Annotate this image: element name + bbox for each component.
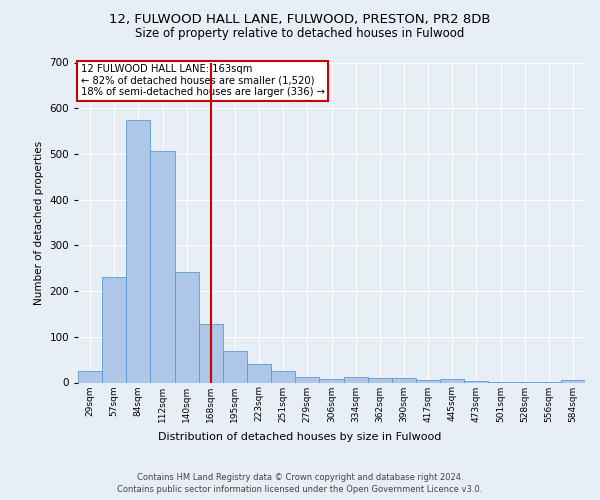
Bar — [175, 272, 199, 382]
Bar — [319, 379, 344, 382]
Bar — [344, 378, 368, 382]
Bar — [464, 381, 488, 382]
Bar — [392, 378, 416, 382]
Bar — [78, 371, 102, 382]
Text: Size of property relative to detached houses in Fulwood: Size of property relative to detached ho… — [136, 28, 464, 40]
Bar — [247, 364, 271, 382]
Bar — [295, 376, 319, 382]
Bar — [561, 380, 585, 382]
Bar — [223, 350, 247, 382]
Bar — [368, 378, 392, 382]
Bar — [199, 324, 223, 382]
Y-axis label: Number of detached properties: Number of detached properties — [34, 140, 44, 304]
Bar — [440, 379, 464, 382]
Bar — [271, 371, 295, 382]
Bar — [416, 380, 440, 382]
Text: Contains HM Land Registry data © Crown copyright and database right 2024.: Contains HM Land Registry data © Crown c… — [137, 472, 463, 482]
Text: 12, FULWOOD HALL LANE, FULWOOD, PRESTON, PR2 8DB: 12, FULWOOD HALL LANE, FULWOOD, PRESTON,… — [109, 12, 491, 26]
Bar — [126, 120, 151, 382]
Text: Distribution of detached houses by size in Fulwood: Distribution of detached houses by size … — [158, 432, 442, 442]
Bar — [151, 150, 175, 382]
Bar — [102, 278, 126, 382]
Text: 12 FULWOOD HALL LANE: 163sqm
← 82% of detached houses are smaller (1,520)
18% of: 12 FULWOOD HALL LANE: 163sqm ← 82% of de… — [80, 64, 325, 98]
Text: Contains public sector information licensed under the Open Government Licence v3: Contains public sector information licen… — [118, 485, 482, 494]
